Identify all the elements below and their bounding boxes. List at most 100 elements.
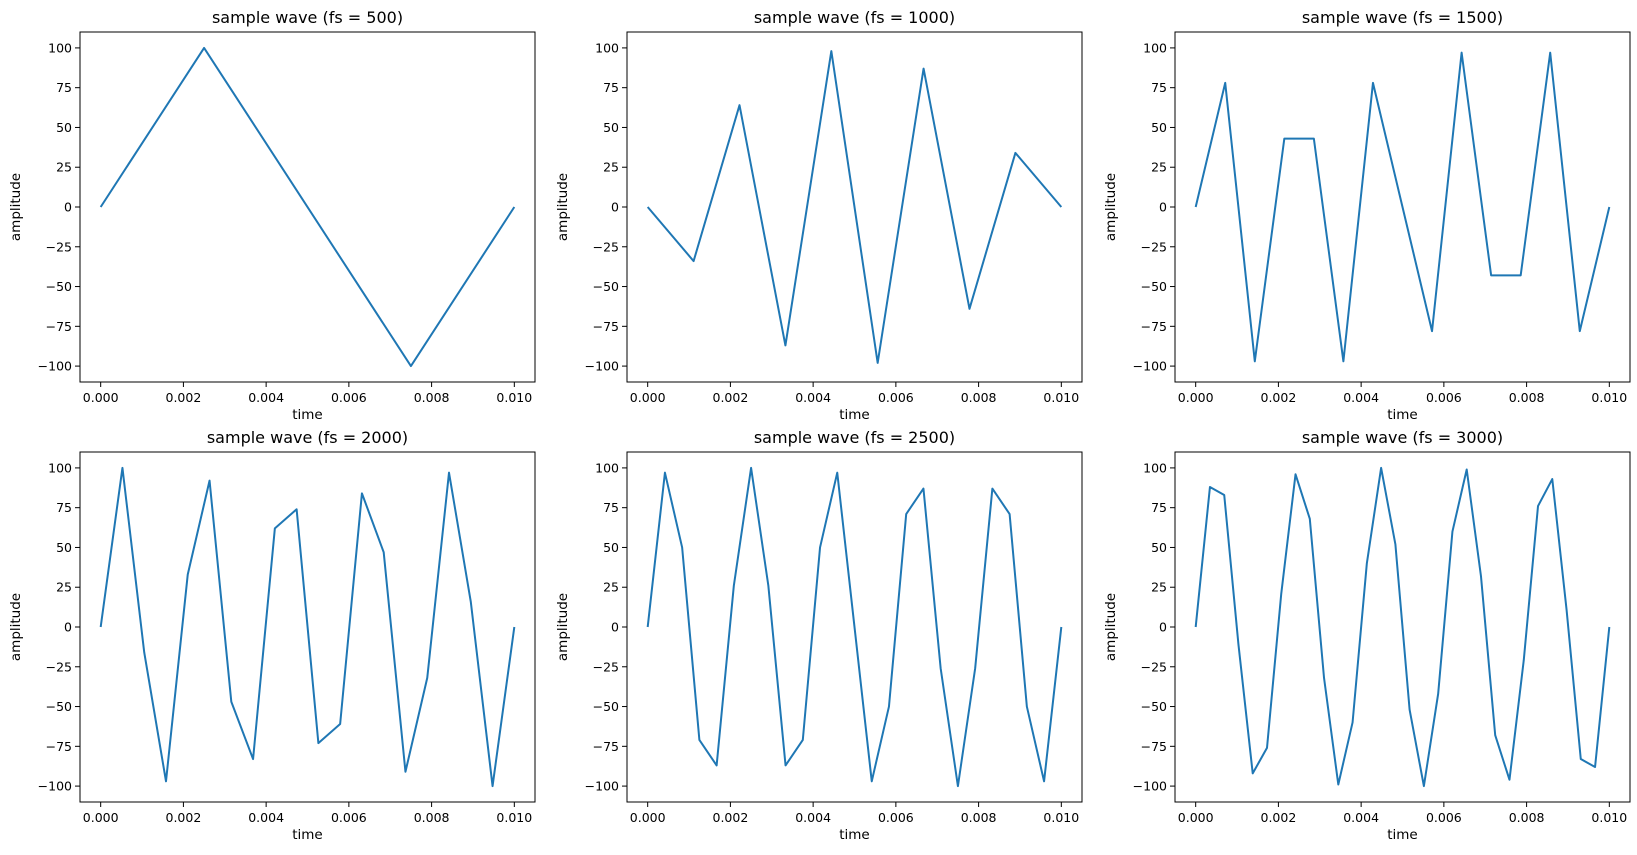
data-point — [513, 626, 515, 628]
series-line — [646, 50, 1063, 364]
data-point — [871, 780, 873, 782]
y-tick-label: 100 — [1143, 460, 1167, 475]
x-tick-label: 0.008 — [961, 390, 997, 405]
data-point — [905, 513, 907, 515]
data-point — [1342, 360, 1344, 362]
data-point — [1026, 706, 1028, 708]
x-tick-label: 0.008 — [1509, 390, 1545, 405]
data-point — [1490, 274, 1492, 276]
chart-title: sample wave (fs = 500) — [212, 8, 403, 27]
data-point — [1014, 152, 1016, 154]
y-tick-label: 75 — [1151, 500, 1167, 515]
y-tick-label: −75 — [593, 739, 619, 754]
data-point — [143, 651, 145, 653]
data-point — [121, 467, 123, 469]
x-tick-label: 0.004 — [1343, 390, 1379, 405]
y-tick-label: 75 — [1151, 80, 1167, 95]
y-tick-label: 25 — [1151, 160, 1167, 175]
data-point — [1252, 772, 1254, 774]
y-tick-label: −25 — [46, 239, 72, 254]
data-point — [1431, 330, 1433, 332]
x-tick-label: 0.002 — [1261, 810, 1297, 825]
data-point — [940, 667, 942, 669]
data-point — [492, 785, 494, 787]
x-axis-label: time — [839, 827, 870, 843]
series-line — [99, 46, 516, 368]
x-tick-label: 0.006 — [331, 390, 367, 405]
data-point — [1372, 82, 1374, 84]
y-tick-label: −100 — [38, 779, 72, 794]
data-point — [767, 585, 769, 587]
data-point — [1394, 543, 1396, 545]
data-point — [1579, 330, 1581, 332]
y-tick-label: −25 — [1141, 659, 1167, 674]
data-point — [1352, 721, 1354, 723]
data-point — [1520, 274, 1522, 276]
data-point — [317, 742, 319, 744]
x-tick-label: 0.006 — [878, 390, 914, 405]
y-tick-label: 0 — [1159, 200, 1167, 215]
x-axis-label: time — [292, 407, 323, 423]
data-point — [968, 308, 970, 310]
x-tick-label: 0.002 — [166, 390, 202, 405]
y-tick-label: 50 — [56, 540, 72, 555]
subplot-6: sample wave (fs = 3000) 0.000 0.002 0.004 0.… — [1103, 428, 1631, 843]
data-point — [1309, 518, 1311, 520]
y-tick-label: 75 — [56, 80, 72, 95]
y-tick-label: 25 — [56, 160, 72, 175]
data-point — [888, 706, 890, 708]
data-point — [1566, 609, 1568, 611]
y-tick-label: −50 — [593, 279, 619, 294]
y-tick-label: 50 — [603, 540, 619, 555]
data-point — [1494, 734, 1496, 736]
data-point — [1209, 486, 1211, 488]
y-tick-label: 50 — [1151, 120, 1167, 135]
x-tick-label: 0.010 — [1043, 810, 1079, 825]
x-tick-label: 0.008 — [1509, 810, 1545, 825]
y-axis-label: amplitude — [1103, 593, 1119, 661]
y-tick-label: −100 — [38, 359, 72, 374]
x-tick-label: 0.004 — [248, 810, 284, 825]
y-tick-label: −25 — [593, 659, 619, 674]
y-tick-label: −50 — [1141, 699, 1167, 714]
data-point — [426, 677, 428, 679]
data-point — [974, 667, 976, 669]
x-tick-label: 0.008 — [414, 810, 450, 825]
data-point — [647, 206, 649, 208]
data-point — [1195, 206, 1197, 208]
data-point — [698, 739, 700, 741]
x-tick-label: 0.010 — [1591, 390, 1627, 405]
data-point — [230, 701, 232, 703]
y-tick-label: 0 — [611, 620, 619, 635]
data-point — [187, 574, 189, 576]
data-point — [1283, 138, 1285, 140]
data-point — [165, 780, 167, 782]
data-point — [750, 467, 752, 469]
data-point — [274, 527, 276, 529]
subplot-3: sample wave (fs = 1500) 0.000 0.002 0.004 0.… — [1103, 8, 1631, 423]
series-line — [99, 466, 516, 788]
y-axis-label: amplitude — [1103, 173, 1119, 241]
data-point — [404, 771, 406, 773]
y-axis-label: amplitude — [555, 593, 571, 661]
data-point — [1594, 766, 1596, 768]
x-tick-label: 0.010 — [496, 390, 532, 405]
x-tick-label: 0.000 — [83, 810, 119, 825]
data-point — [991, 488, 993, 490]
data-point — [100, 206, 102, 208]
data-point — [1402, 206, 1404, 208]
x-tick-label: 0.006 — [1426, 810, 1462, 825]
y-axis-label: amplitude — [8, 593, 24, 661]
data-point — [1608, 206, 1610, 208]
data-point — [203, 47, 205, 49]
data-point — [1323, 677, 1325, 679]
y-tick-label: 0 — [1159, 620, 1167, 635]
x-axis-label: time — [1387, 827, 1418, 843]
y-tick-label: −100 — [585, 779, 619, 794]
data-point — [1060, 626, 1062, 628]
y-tick-label: 0 — [64, 200, 72, 215]
data-point — [1009, 513, 1011, 515]
x-tick-label: 0.008 — [414, 390, 450, 405]
data-point — [957, 785, 959, 787]
